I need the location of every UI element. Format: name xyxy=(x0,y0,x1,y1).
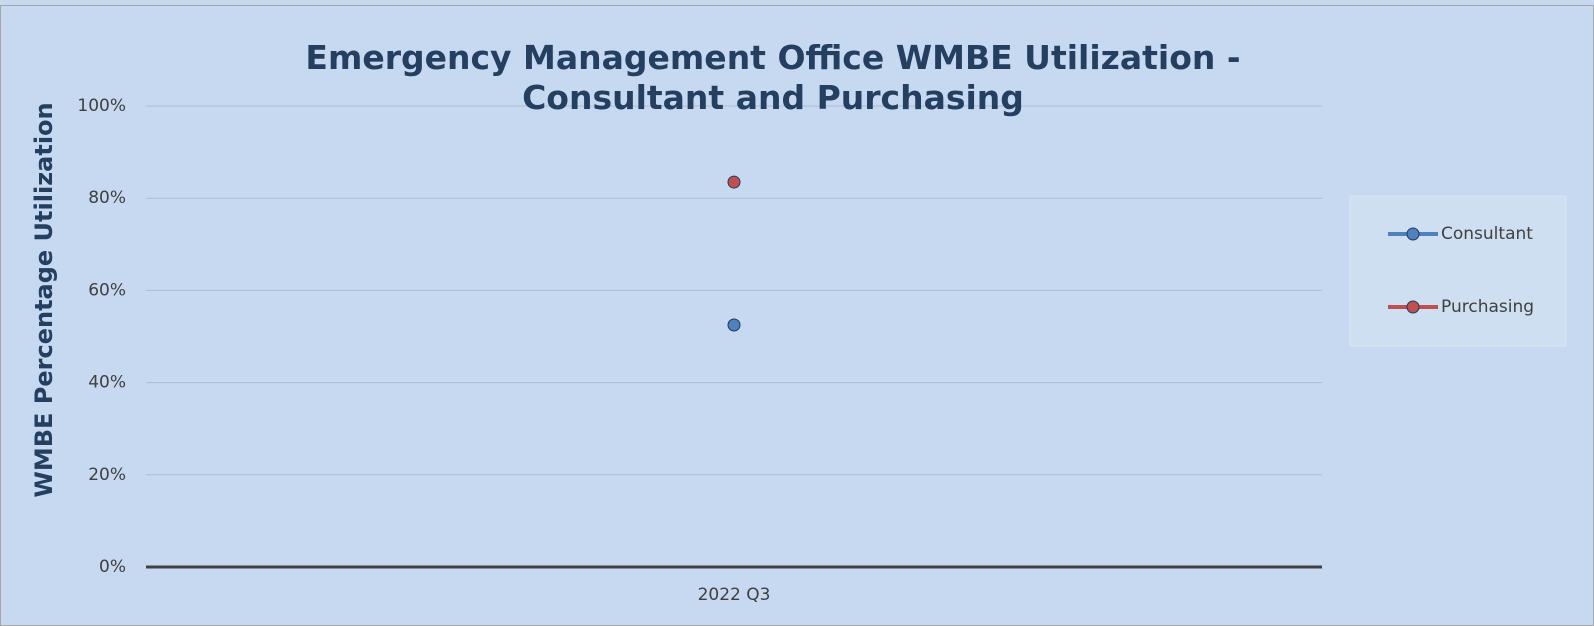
legend-marker xyxy=(1406,227,1420,241)
y-tick-label: 80% xyxy=(88,188,126,208)
chart-title: Emergency Management Office WMBE Utiliza… xyxy=(305,38,1241,117)
data-point xyxy=(727,318,741,332)
y-axis-label: WMBE Percentage Utilization xyxy=(30,102,58,497)
y-tick-label: 20% xyxy=(88,465,126,485)
y-tick-label: 40% xyxy=(88,373,126,393)
y-tick-label: 0% xyxy=(99,557,126,577)
legend-box xyxy=(1349,195,1567,347)
data-point xyxy=(727,175,741,189)
legend-label: Purchasing xyxy=(1441,297,1534,317)
y-tick-label: 60% xyxy=(88,280,126,300)
legend-label: Consultant xyxy=(1441,224,1533,244)
y-tick-label: 100% xyxy=(77,96,126,116)
x-tick-label: 2022 Q3 xyxy=(698,585,771,605)
legend-marker xyxy=(1406,300,1420,314)
